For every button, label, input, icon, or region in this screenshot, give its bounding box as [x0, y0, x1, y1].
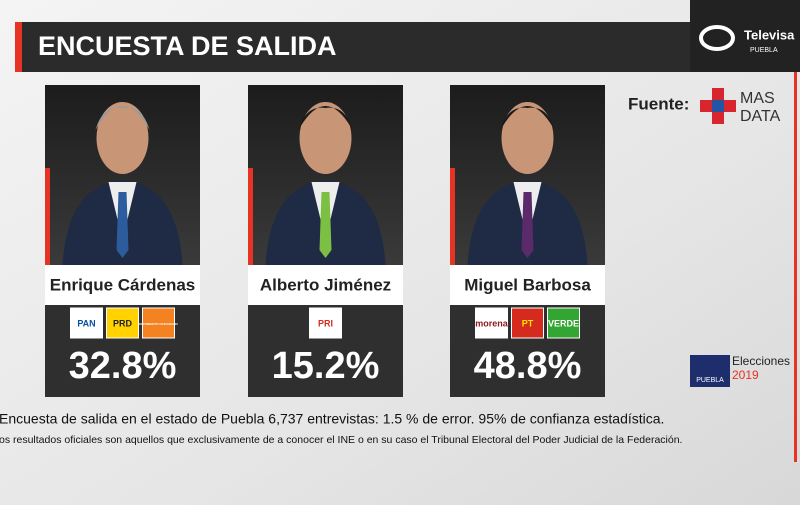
- badge-tag: PUEBLA: [696, 377, 724, 384]
- candidate-name: Alberto Jiménez: [260, 275, 391, 294]
- candidate-name: Miguel Barbosa: [464, 275, 591, 294]
- network: Televisa: [744, 27, 795, 42]
- name-band: [248, 265, 403, 305]
- party-logo: [547, 307, 580, 339]
- face: [96, 102, 149, 174]
- hair: [95, 106, 150, 130]
- party-name: VERDE: [548, 318, 579, 328]
- party-name: MOVIMIENTO CIUDADANO: [139, 322, 178, 326]
- face: [299, 102, 352, 174]
- header-bar: [15, 22, 690, 72]
- party-logo: [106, 307, 139, 339]
- footnote: Encuesta de salida en el estado de Puebl…: [0, 411, 664, 427]
- photo-accent: [248, 168, 253, 265]
- tie: [319, 192, 332, 258]
- party-name: PAN: [77, 318, 95, 328]
- source-logo-center: [712, 100, 724, 112]
- name-band: [45, 265, 200, 305]
- network-sub: PUEBLA: [750, 47, 778, 54]
- party-name: PT: [522, 318, 534, 328]
- percent: 48.8%: [474, 345, 582, 387]
- party-name: PRI: [318, 318, 333, 328]
- face: [501, 102, 554, 174]
- party-logo: [511, 307, 544, 339]
- percent: 32.8%: [69, 345, 177, 387]
- party-logo: [142, 307, 175, 339]
- badge-title: Elecciones: [732, 354, 790, 368]
- tie: [116, 192, 129, 258]
- right-accent: [794, 72, 797, 462]
- tie: [521, 192, 534, 258]
- source-label: Fuente:: [628, 94, 689, 113]
- header-accent: [15, 22, 22, 72]
- photo-accent: [450, 168, 455, 265]
- party-name: PRD: [113, 318, 133, 328]
- ballot-box: [690, 355, 730, 387]
- source-brand: MAS: [740, 90, 775, 107]
- percent: 15.2%: [272, 345, 380, 387]
- party-logo: [70, 307, 103, 339]
- badge-year: 2019: [732, 368, 759, 382]
- hair: [500, 106, 555, 130]
- footnote: os resultados oficiales son aquellos que…: [0, 434, 682, 446]
- name-band: [450, 265, 605, 305]
- title: ENCUESTA DE SALIDA: [38, 31, 337, 61]
- photo-accent: [45, 168, 50, 265]
- hair: [298, 106, 353, 130]
- candidate-name: Enrique Cárdenas: [50, 275, 196, 294]
- party-name: morena: [475, 318, 509, 328]
- network-logo: [699, 25, 735, 51]
- source-brand: DATA: [740, 108, 781, 125]
- party-logo: [309, 307, 342, 339]
- logo-area: [690, 0, 800, 72]
- party-logo: [475, 307, 508, 339]
